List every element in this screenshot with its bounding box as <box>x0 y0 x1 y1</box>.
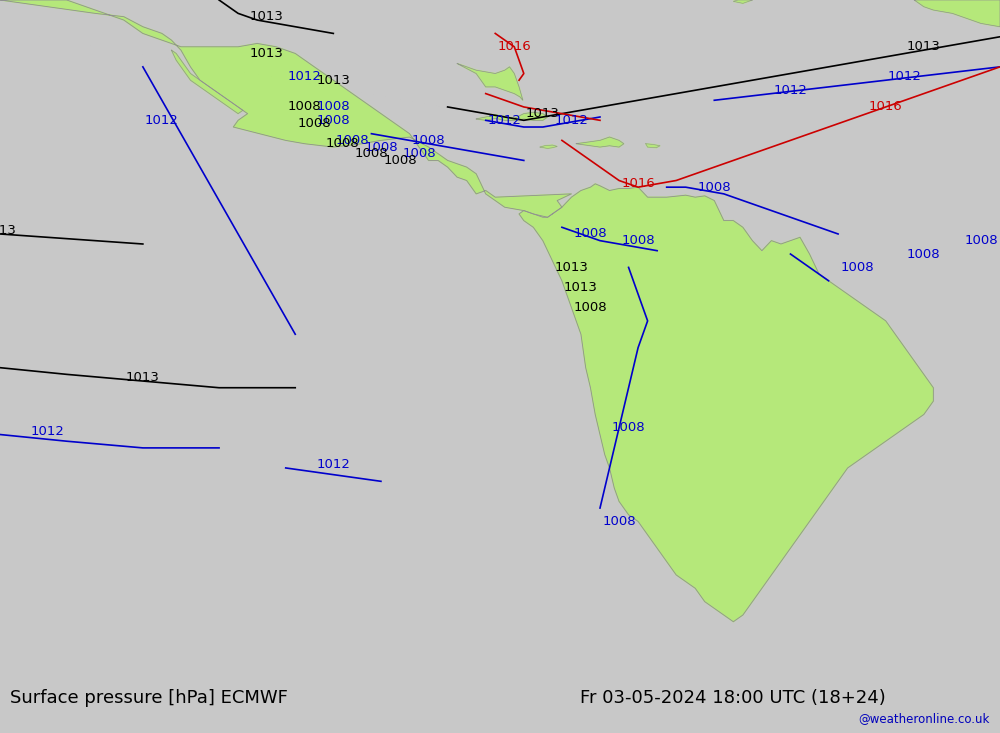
Text: 1013: 1013 <box>526 107 560 120</box>
Text: 1012: 1012 <box>316 458 350 471</box>
Text: 1008: 1008 <box>612 421 645 435</box>
Text: 1012: 1012 <box>774 84 807 97</box>
Text: 1013: 1013 <box>0 224 17 237</box>
Text: 1016: 1016 <box>621 177 655 191</box>
Polygon shape <box>171 50 243 114</box>
Text: 1013: 1013 <box>907 40 941 54</box>
Text: 1008: 1008 <box>297 117 331 130</box>
Text: 1008: 1008 <box>383 154 417 167</box>
Text: 1013: 1013 <box>554 261 588 274</box>
Text: 1013: 1013 <box>126 371 160 384</box>
Text: 1008: 1008 <box>412 134 445 147</box>
Text: 1013: 1013 <box>316 74 350 86</box>
Text: 1012: 1012 <box>888 70 922 84</box>
Text: @weatheronline.co.uk: @weatheronline.co.uk <box>859 712 990 725</box>
Polygon shape <box>540 145 557 148</box>
Text: Fr 03-05-2024 18:00 UTC (18+24): Fr 03-05-2024 18:00 UTC (18+24) <box>580 688 886 707</box>
Text: 1012: 1012 <box>488 114 522 127</box>
Polygon shape <box>576 137 624 147</box>
Text: 1008: 1008 <box>574 227 607 240</box>
Text: 1012: 1012 <box>288 70 322 84</box>
Text: 1008: 1008 <box>326 137 360 150</box>
Polygon shape <box>519 184 933 622</box>
Text: 1013: 1013 <box>564 281 598 294</box>
Text: 1008: 1008 <box>840 261 874 274</box>
Polygon shape <box>733 0 752 4</box>
Text: 1012: 1012 <box>31 424 65 438</box>
Text: 1008: 1008 <box>621 234 655 247</box>
Text: 1008: 1008 <box>364 141 398 154</box>
Text: 1008: 1008 <box>574 301 607 314</box>
Text: 1012: 1012 <box>145 114 179 127</box>
Text: 1013: 1013 <box>250 10 284 23</box>
Polygon shape <box>646 144 660 148</box>
Text: 1008: 1008 <box>697 180 731 194</box>
Polygon shape <box>457 64 523 100</box>
Text: 1008: 1008 <box>288 100 322 114</box>
Text: 1016: 1016 <box>869 100 903 114</box>
Text: 1008: 1008 <box>402 147 436 161</box>
Polygon shape <box>476 112 548 120</box>
Text: 1008: 1008 <box>907 248 941 260</box>
Text: 1012: 1012 <box>554 114 588 127</box>
Text: 1008: 1008 <box>336 134 369 147</box>
Polygon shape <box>914 0 1000 26</box>
Text: 1008: 1008 <box>964 234 998 247</box>
Text: 1008: 1008 <box>602 515 636 528</box>
Text: Surface pressure [hPa] ECMWF: Surface pressure [hPa] ECMWF <box>10 688 288 707</box>
Text: 1008: 1008 <box>317 100 350 114</box>
Text: 1008: 1008 <box>355 147 388 161</box>
Text: 1016: 1016 <box>497 40 531 54</box>
Polygon shape <box>0 0 571 217</box>
Text: 1013: 1013 <box>250 47 284 60</box>
Text: 1008: 1008 <box>317 114 350 127</box>
